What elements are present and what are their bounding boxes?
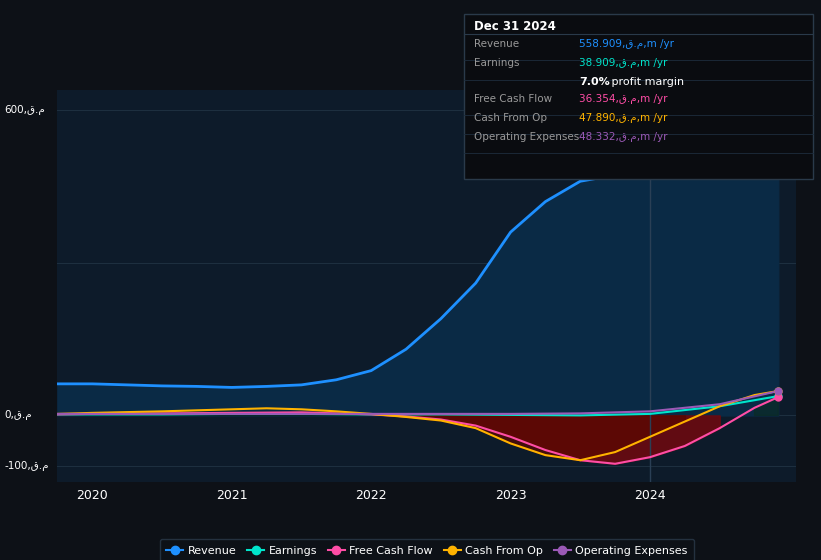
Text: 558.909,ق.م,m /yr: 558.909,ق.م,m /yr [579,39,674,49]
Text: 38.909,ق.م,m /yr: 38.909,ق.م,m /yr [579,58,667,68]
Text: 48.332,ق.م,m /yr: 48.332,ق.م,m /yr [579,132,667,142]
Text: profit margin: profit margin [608,77,684,87]
Legend: Revenue, Earnings, Free Cash Flow, Cash From Op, Operating Expenses: Revenue, Earnings, Free Cash Flow, Cash … [160,539,694,560]
Text: 0,ق.م: 0,ق.م [4,410,32,421]
Text: Cash From Op: Cash From Op [474,113,547,123]
Text: -100,ق.م: -100,ق.م [4,461,48,472]
Text: Revenue: Revenue [474,39,519,49]
Text: 7.0%: 7.0% [579,77,609,87]
Text: Dec 31 2024: Dec 31 2024 [474,20,556,33]
Text: 36.354,ق.م,m /yr: 36.354,ق.م,m /yr [579,94,667,104]
Text: Operating Expenses: Operating Expenses [474,132,579,142]
Text: Earnings: Earnings [474,58,519,68]
Text: 47.890,ق.م,m /yr: 47.890,ق.م,m /yr [579,113,667,123]
Text: 600,ق.م: 600,ق.م [4,105,45,115]
Text: Free Cash Flow: Free Cash Flow [474,94,552,104]
